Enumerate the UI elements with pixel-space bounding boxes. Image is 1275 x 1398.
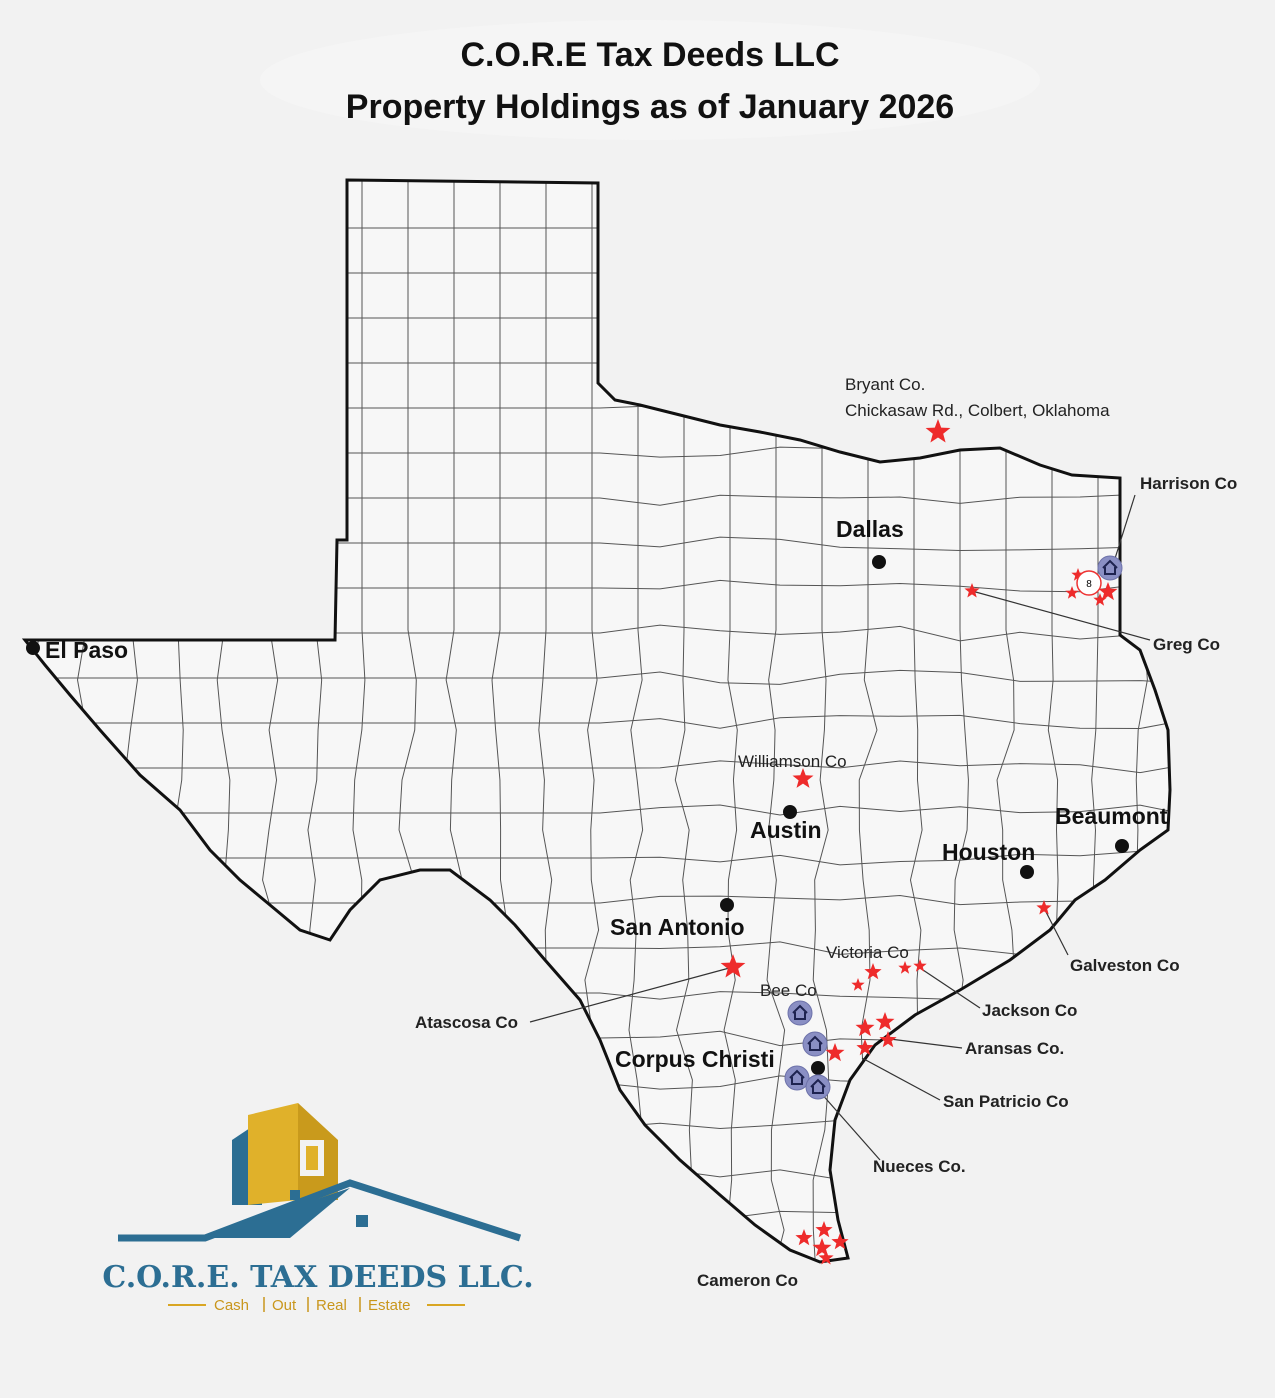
city-label: Corpus Christi: [615, 1046, 775, 1072]
property-star: [1036, 900, 1052, 915]
property-star: [851, 978, 865, 991]
county-label: Nueces Co.: [873, 1157, 966, 1176]
county-line: [25, 1119, 1170, 1136]
city-label: Beaumont: [1055, 803, 1168, 829]
county-label: Galveston Co: [1070, 956, 1180, 975]
home-marker: [805, 1074, 831, 1100]
property-star: [812, 1238, 832, 1257]
county-line: [25, 1075, 1170, 1092]
home-marker: [802, 1031, 828, 1057]
title: C.O.R.E Tax Deeds LLC: [460, 36, 839, 74]
county-line: [25, 669, 1170, 685]
county-line: [1182, 180, 1197, 1280]
property-star: [875, 1012, 895, 1031]
property-star: [792, 768, 814, 788]
county-line: [25, 714, 1170, 729]
home-marker: [784, 1065, 810, 1091]
home-marker: [1097, 555, 1123, 581]
property-star: [818, 1250, 834, 1265]
texas-map: [23, 178, 1197, 1280]
city-label: Dallas: [836, 516, 904, 542]
logo-name: C.O.R.E. TAX DEEDS LLC.: [102, 1260, 533, 1295]
county-line: [25, 1167, 1170, 1181]
city-dot: [783, 805, 797, 819]
logo: C.O.R.E. TAX DEEDS LLC. Cash Out Real Es…: [102, 1103, 534, 1314]
city-dot: [26, 641, 40, 655]
property-star: [1098, 582, 1118, 601]
city-label: San Antonio: [610, 914, 745, 940]
logo-tagline: Real: [316, 1297, 347, 1314]
leader-line: [881, 1037, 963, 1049]
logo-tagline: Estate: [368, 1297, 411, 1314]
county-label: Aransas Co.: [965, 1039, 1064, 1058]
county-label: Jackson Co: [982, 1001, 1077, 1020]
property-star: [913, 959, 927, 972]
home-icon: [792, 1004, 808, 1020]
county-label: Chickasaw Rd., Colbert, Oklahoma: [845, 401, 1110, 420]
leader-line: [819, 1091, 881, 1161]
leader-line: [919, 967, 981, 1009]
leader-line: [529, 966, 734, 1023]
county-label: Harrison Co: [1140, 474, 1237, 493]
city-label: Austin: [750, 817, 822, 843]
property-star: [855, 1018, 875, 1037]
county-line: [31, 180, 48, 1262]
county-line: [25, 356, 1170, 372]
property-star: [831, 1233, 849, 1250]
cluster-marker: [1076, 570, 1102, 596]
county-line: [25, 310, 1170, 327]
property-star: [825, 1043, 845, 1062]
property-star: [856, 1039, 874, 1056]
county-line: [77, 180, 95, 1262]
county-line: [25, 265, 1170, 279]
leader-line: [1111, 494, 1136, 569]
county-label: Bryant Co.: [845, 375, 925, 394]
home-icon: [789, 1069, 805, 1085]
city-dot: [1020, 865, 1034, 879]
county-line: [25, 760, 1170, 774]
county-label: Greg Co: [1153, 635, 1220, 654]
city-label: Houston: [942, 839, 1035, 865]
property-star: [1065, 586, 1079, 599]
property-star: [964, 583, 980, 598]
leader-line: [971, 590, 1151, 641]
county-label: Williamson Co: [738, 752, 847, 771]
county-label: Bee Co: [760, 981, 817, 1000]
county-label: Cameron Co: [697, 1271, 798, 1290]
property-star: [1093, 593, 1107, 606]
logo-tagline: Out: [272, 1297, 297, 1314]
logo-tagline: Cash: [214, 1297, 249, 1314]
property-star: [1071, 568, 1085, 581]
property-star: [925, 419, 951, 443]
county-line: [25, 1209, 1170, 1225]
home-icon: [1102, 559, 1118, 575]
city-dot: [872, 555, 886, 569]
home-icon: [807, 1035, 823, 1051]
cluster-count: 8: [1086, 579, 1092, 590]
home-icon: [810, 1078, 826, 1094]
home-marker: [787, 1000, 813, 1026]
city-dot: [720, 898, 734, 912]
county-label: San Patricio Co: [943, 1092, 1069, 1111]
property-star: [815, 1221, 833, 1238]
title-backdrop: [260, 20, 1040, 140]
property-star: [720, 954, 746, 978]
city-dot: [811, 1061, 825, 1075]
leader-line: [861, 1057, 941, 1101]
property-star: [879, 1031, 897, 1048]
city-label: El Paso: [45, 637, 128, 663]
property-star: [864, 963, 882, 980]
county-label: Atascosa Co: [415, 1013, 518, 1032]
title: Property Holdings as of January 2026: [346, 88, 954, 126]
county-line: [25, 220, 1170, 235]
property-star: [795, 1229, 813, 1246]
property-star: [898, 961, 912, 974]
leader-line: [1043, 907, 1069, 956]
city-dot: [1115, 839, 1129, 853]
county-label: Victoria Co: [826, 943, 909, 962]
